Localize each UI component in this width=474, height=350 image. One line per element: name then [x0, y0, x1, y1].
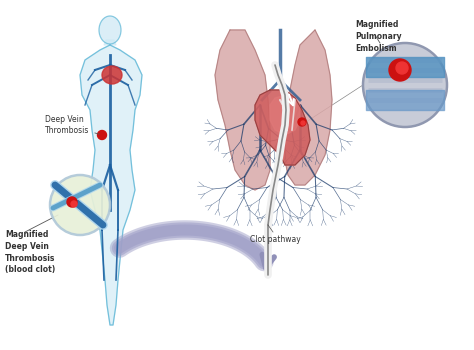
Polygon shape	[104, 40, 116, 45]
Text: Deep Vein
Thrombosis: Deep Vein Thrombosis	[45, 115, 100, 135]
Polygon shape	[285, 30, 332, 185]
Text: Clot pathway: Clot pathway	[250, 235, 301, 244]
Text: Magnified
Deep Vein
Thrombosis
(blood clot): Magnified Deep Vein Thrombosis (blood cl…	[5, 230, 55, 274]
Polygon shape	[80, 45, 142, 325]
Circle shape	[50, 175, 110, 235]
Circle shape	[389, 59, 411, 81]
Ellipse shape	[102, 66, 122, 84]
Polygon shape	[270, 95, 300, 135]
Text: Magnified
Pulmonary
Embolism: Magnified Pulmonary Embolism	[355, 20, 401, 52]
Polygon shape	[255, 90, 310, 165]
Circle shape	[71, 201, 77, 207]
Polygon shape	[215, 30, 270, 190]
Circle shape	[301, 121, 305, 125]
Circle shape	[396, 62, 408, 74]
Circle shape	[98, 131, 107, 140]
Circle shape	[67, 197, 77, 207]
Circle shape	[298, 118, 306, 126]
Circle shape	[363, 43, 447, 127]
Ellipse shape	[99, 16, 121, 44]
